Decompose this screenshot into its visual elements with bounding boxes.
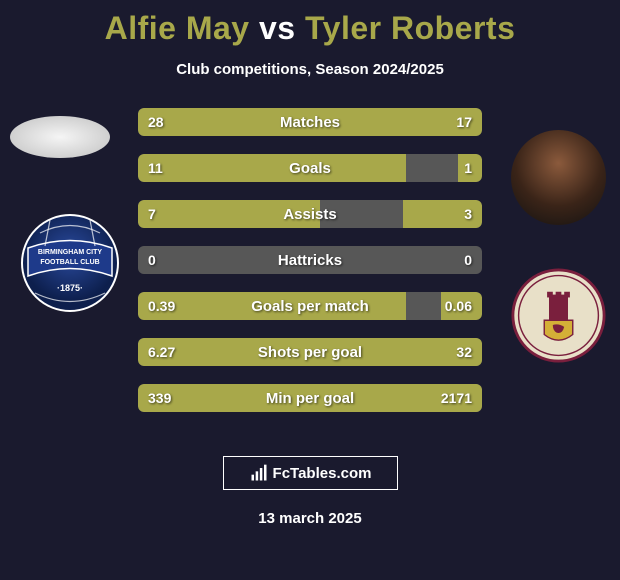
svg-text:BIRMINGHAM CITY: BIRMINGHAM CITY — [38, 249, 102, 256]
metric-left-value: 0 — [148, 246, 156, 274]
vs-text: vs — [259, 10, 296, 46]
svg-text:FOOTBALL CLUB: FOOTBALL CLUB — [40, 259, 99, 266]
subtitle: Club competitions, Season 2024/2025 — [0, 61, 620, 78]
comparison-chart: BIRMINGHAM CITY FOOTBALL CLUB ·1875· Mat… — [0, 108, 620, 438]
bar-left-fill — [138, 154, 406, 182]
bar-left-fill — [138, 108, 351, 136]
comparison-title: Alfie May vs Tyler Roberts — [0, 0, 620, 47]
player2-name: Tyler Roberts — [305, 10, 515, 46]
bar-left-fill — [138, 200, 320, 228]
metric-right-value: 0 — [464, 246, 472, 274]
brand-text: FcTables.com — [273, 465, 372, 482]
player1-club-badge: BIRMINGHAM CITY FOOTBALL CLUB ·1875· — [20, 198, 120, 328]
bar-left-fill — [138, 384, 482, 412]
footer-date: 13 march 2025 — [0, 510, 620, 527]
player2-club-badge — [511, 268, 606, 363]
metric-row: Min per goal3392171 — [138, 384, 482, 412]
metric-row: Assists73 — [138, 200, 482, 228]
bar-right-fill — [458, 154, 482, 182]
metric-bars: Matches2817 Goals111 Assists73 Hattricks0 0 G… — [138, 108, 482, 430]
metric-row: Goals111 — [138, 154, 482, 182]
bar-left-fill — [138, 292, 406, 320]
metric-row: Goals per match0.390.06 — [138, 292, 482, 320]
player2-avatar — [511, 130, 606, 225]
svg-text:·1875·: ·1875· — [57, 283, 83, 293]
chart-icon — [249, 463, 269, 483]
bar-right-fill — [441, 292, 482, 320]
bar-right-fill — [403, 200, 482, 228]
bar-right-fill — [351, 108, 482, 136]
player1-avatar — [10, 116, 110, 158]
metric-row: Matches2817 — [138, 108, 482, 136]
player1-name: Alfie May — [105, 10, 250, 46]
bar-left-fill — [138, 338, 482, 366]
metric-label: Hattricks — [138, 246, 482, 274]
brand-badge: FcTables.com — [223, 456, 398, 490]
metric-row: Hattricks0 0 — [138, 246, 482, 274]
metric-row: Shots per goal6.2732 — [138, 338, 482, 366]
